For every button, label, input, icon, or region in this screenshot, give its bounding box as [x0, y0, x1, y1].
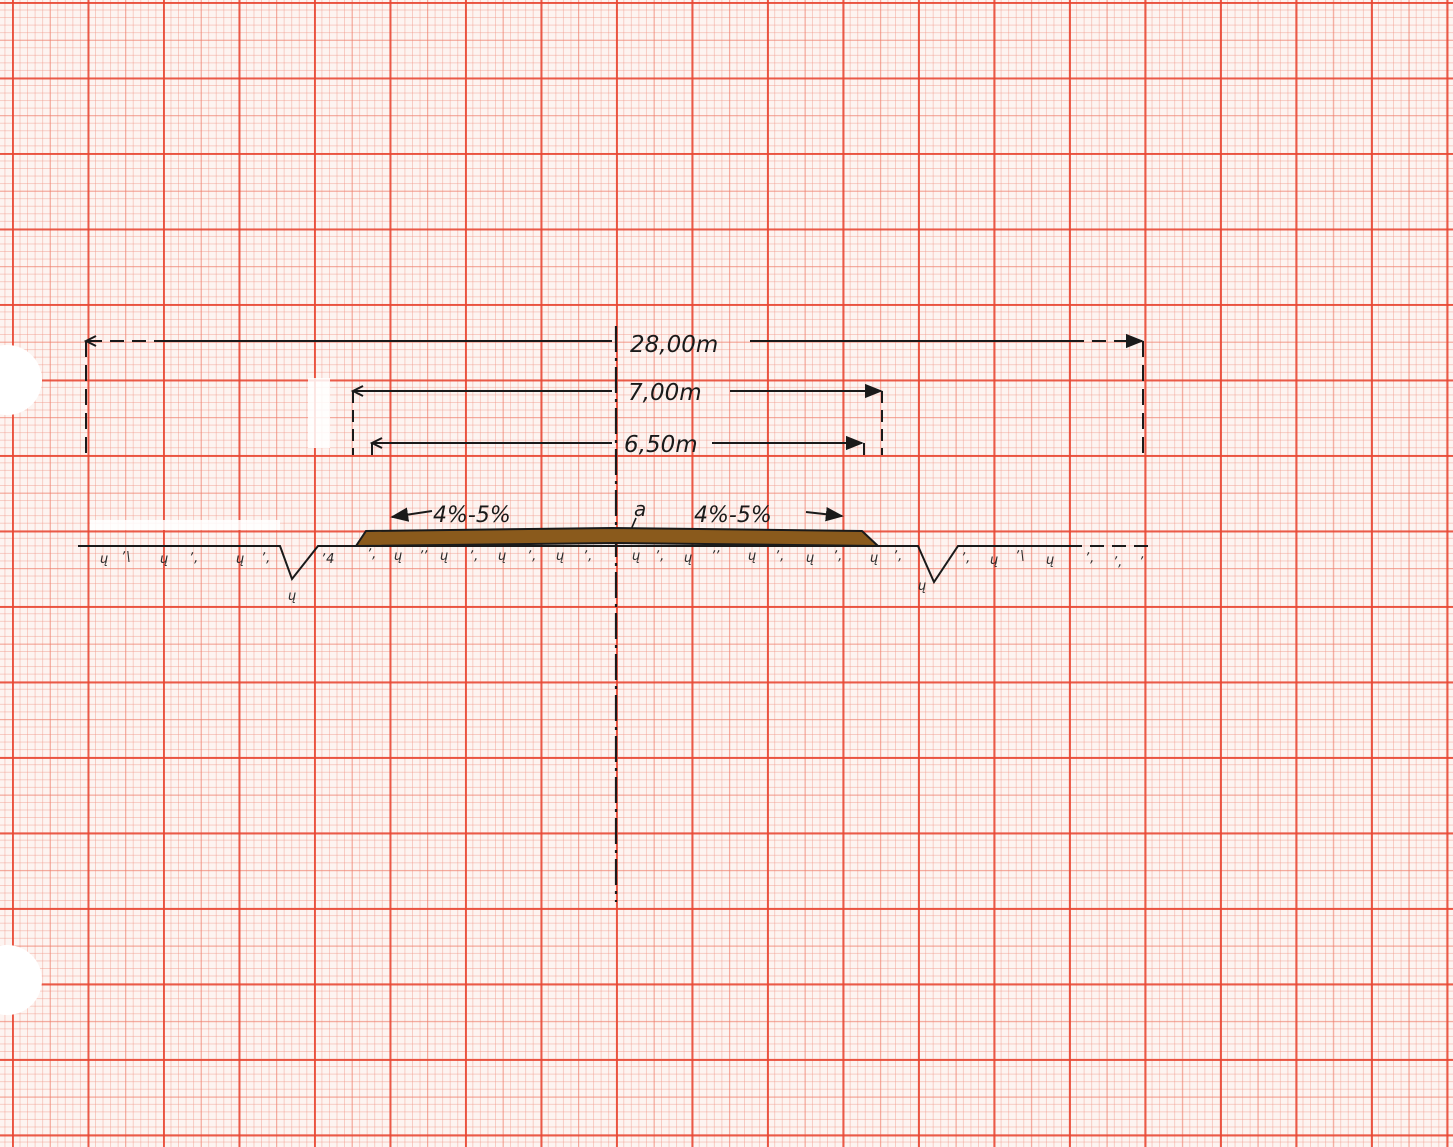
svg-text:ų: ų	[288, 589, 296, 604]
soil-hatching: ų ʼ\ ų ʼ, ų ʼ, ų ʼ4 ʼ, ų ʼʼ ų ʼ, ų ʼ, ų …	[100, 547, 1144, 604]
right-ditch-profile	[878, 545, 1068, 585]
svg-text:ų: ų	[684, 551, 692, 566]
svg-text:ʼ,: ʼ,	[262, 551, 270, 566]
svg-text:ų: ų	[498, 549, 506, 564]
paved-width-dimension: 6,50m	[369, 432, 865, 458]
axis-label: a	[634, 497, 646, 521]
svg-text:ų: ų	[236, 552, 244, 567]
svg-text:ʼ,: ʼ,	[1086, 551, 1094, 566]
svg-text:ų: ų	[556, 549, 564, 564]
left-slope-annotation: 4%-5%	[390, 503, 511, 528]
svg-text:ų: ų	[100, 552, 108, 567]
svg-text:ʼʼ: ʼʼ	[420, 549, 428, 564]
svg-text:ų: ų	[870, 551, 878, 566]
svg-text:ʼ,: ʼ,	[962, 551, 970, 566]
total-width-dimension: 28,00m	[83, 332, 1144, 455]
svg-text:ų: ų	[440, 549, 448, 564]
svg-text:ų: ų	[160, 552, 168, 567]
svg-text:ʼ,: ʼ,	[656, 549, 664, 564]
svg-text:ʼ,: ʼ,	[584, 549, 592, 564]
svg-text:ʼ,: ʼ,	[1114, 555, 1122, 570]
svg-text:ų: ų	[806, 551, 814, 566]
total-width-label: 28,00m	[630, 332, 718, 358]
svg-text:ų: ų	[394, 549, 402, 564]
svg-text:ų: ų	[918, 579, 926, 594]
carriageway-width-dimension: 7,00m	[350, 380, 883, 455]
svg-text:ʼ,: ʼ,	[190, 551, 198, 566]
svg-text:ʼ,: ʼ,	[776, 549, 784, 564]
pavement-layer	[354, 526, 881, 548]
left-slope-label: 4%-5%	[433, 503, 511, 528]
svg-text:ų: ų	[1046, 553, 1054, 568]
correction-fluid-mark	[90, 520, 280, 530]
paved-width-label: 6,50m	[624, 432, 698, 458]
svg-text:ʼ,: ʼ,	[368, 547, 376, 562]
svg-text:ʼʼ: ʼʼ	[712, 549, 720, 564]
carriageway-width-label: 7,00m	[628, 380, 702, 406]
svg-text:ų: ų	[748, 549, 756, 564]
right-slope-label: 4%-5%	[694, 503, 772, 528]
svg-text:ʼ\: ʼ\	[122, 550, 131, 565]
ground-profile	[78, 545, 1150, 585]
svg-text:ʼ,: ʼ,	[834, 549, 842, 564]
svg-text:ʼ: ʼ	[1140, 555, 1144, 570]
svg-text:ʼ,: ʼ,	[528, 549, 536, 564]
right-slope-annotation: 4%-5%	[694, 503, 844, 528]
svg-text:ʼ,: ʼ,	[894, 549, 902, 564]
svg-text:ʼ,: ʼ,	[470, 549, 478, 564]
svg-text:ʼ4: ʼ4	[322, 552, 334, 567]
left-ditch-profile	[88, 545, 356, 582]
correction-fluid-mark	[308, 378, 330, 448]
svg-text:ʼ\: ʼ\	[1016, 549, 1025, 564]
svg-text:ų: ų	[990, 553, 998, 568]
svg-text:ų: ų	[632, 549, 640, 564]
